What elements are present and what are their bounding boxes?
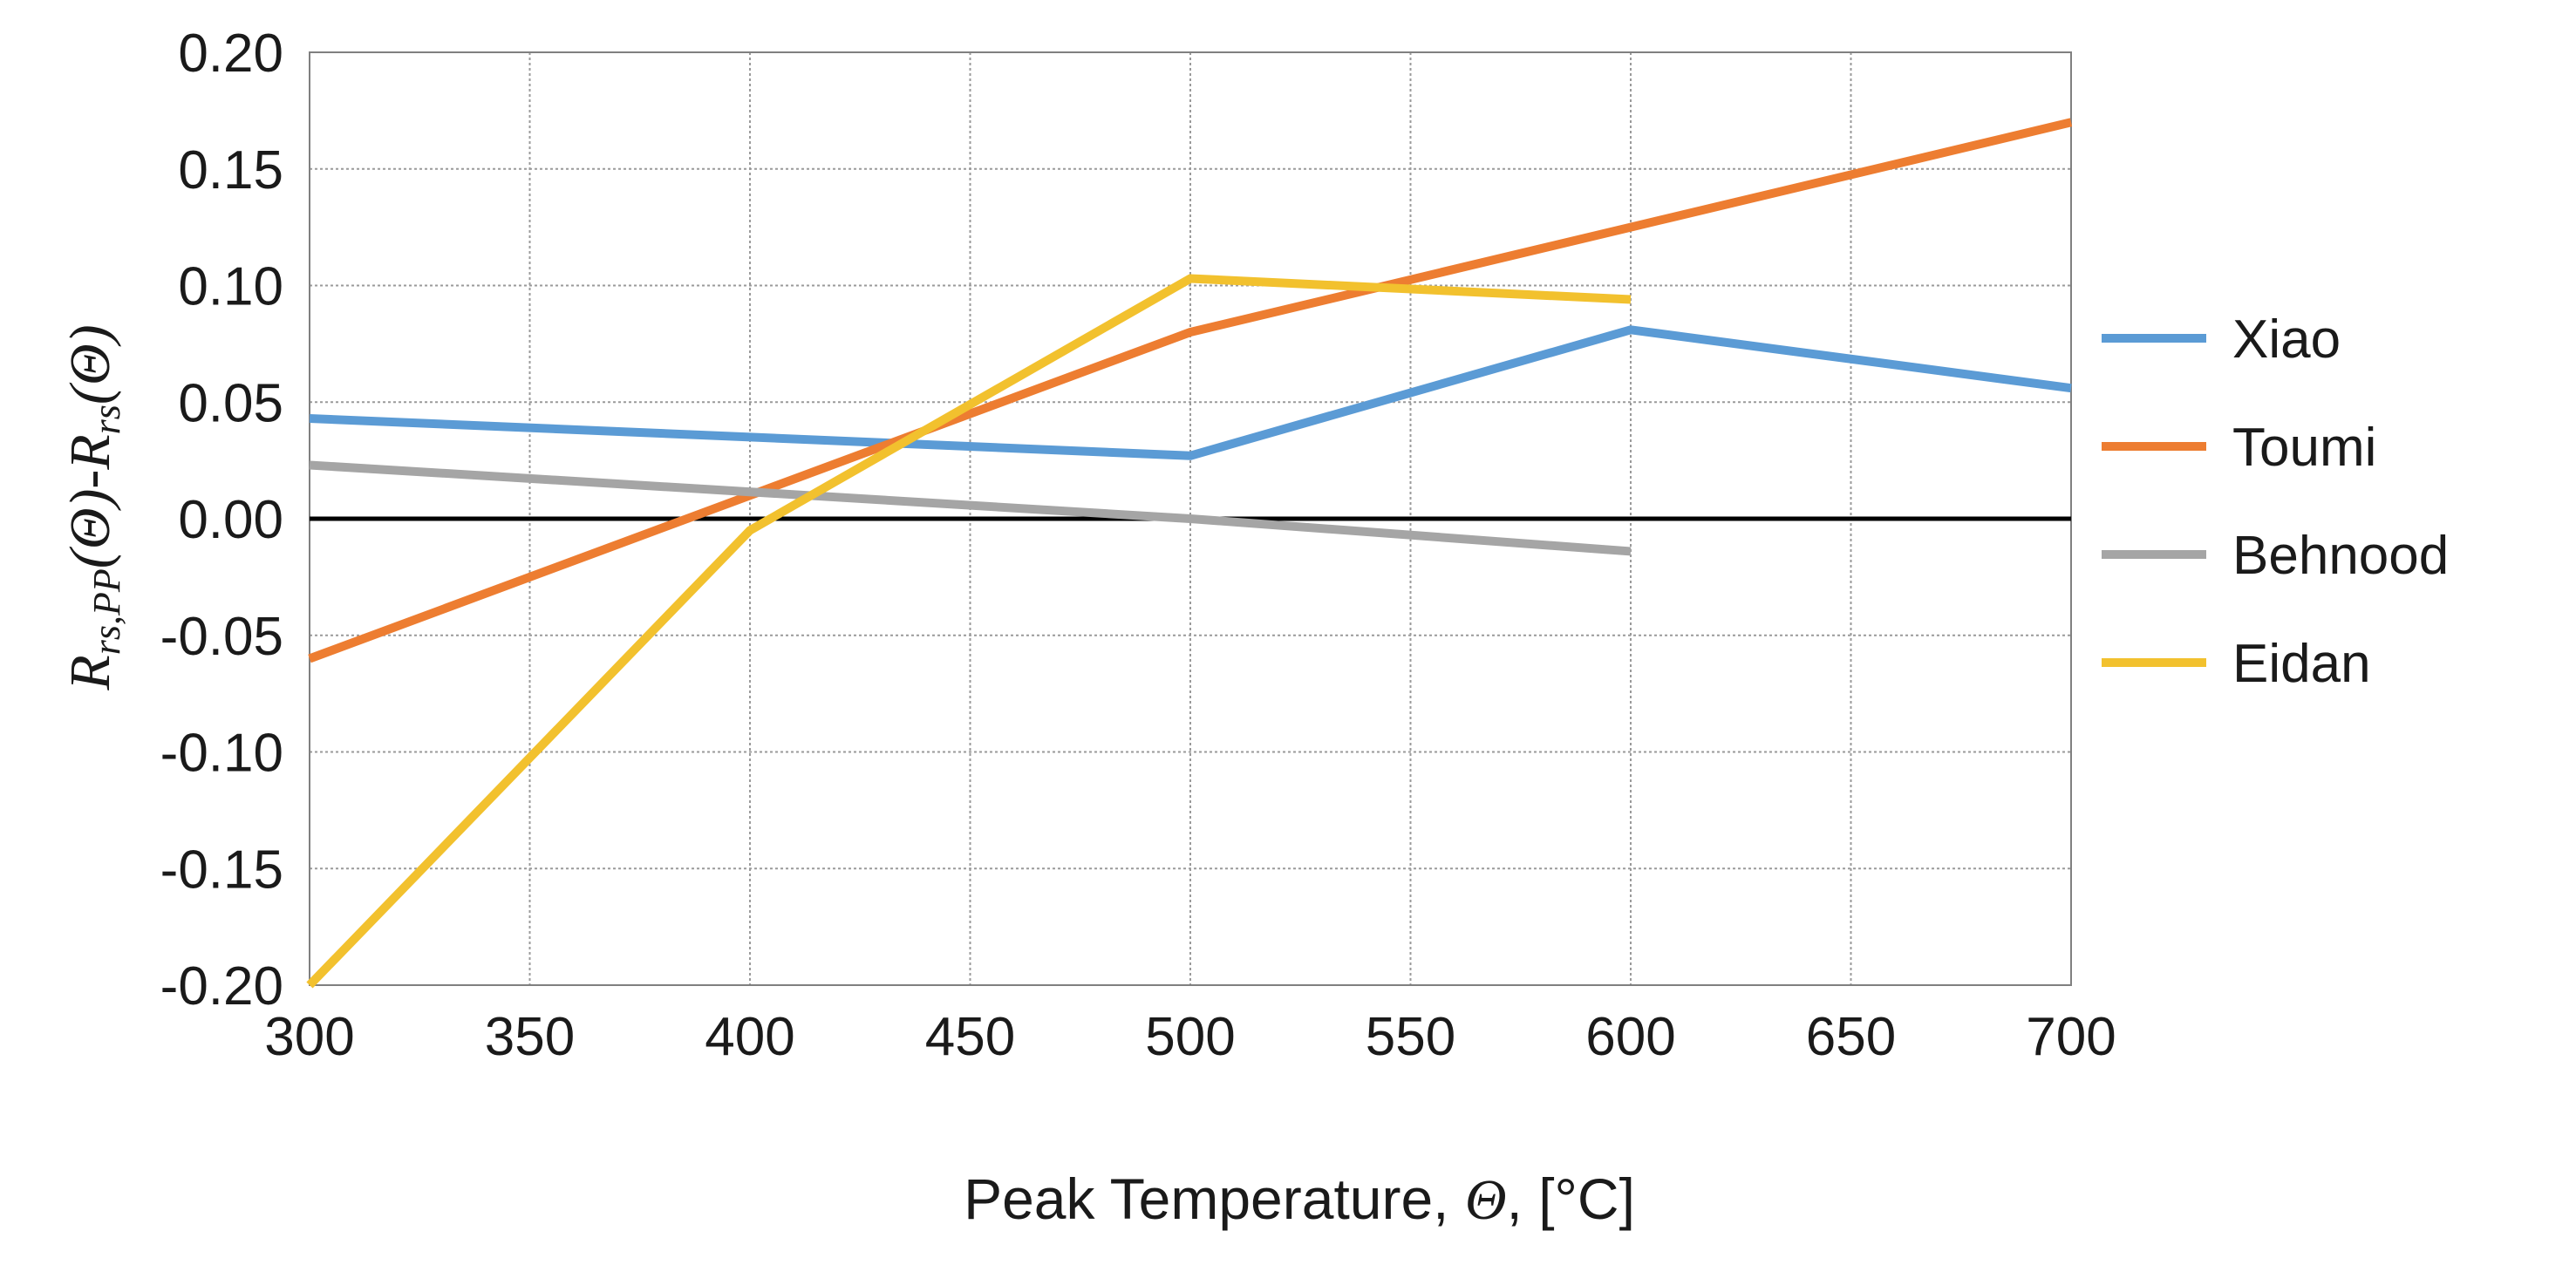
x-tick-label: 700 — [2026, 1007, 2116, 1067]
x-axis-ticks: 300 350 400 450 500 550 600 650 700 — [264, 1007, 2116, 1067]
x-tick-label: 350 — [485, 1007, 575, 1067]
x-tick-label: 300 — [264, 1007, 354, 1067]
y-tick-label: 0.15 — [178, 140, 283, 201]
y-tick-label: -0.05 — [160, 607, 283, 667]
y-tick-label: -0.20 — [160, 956, 283, 1017]
x-tick-label: 400 — [705, 1007, 794, 1067]
x-tick-label: 600 — [1585, 1007, 1675, 1067]
x-tick-label: 550 — [1366, 1007, 1455, 1067]
x-tick-label: 650 — [1806, 1007, 1896, 1067]
series-line-eidan — [306, 274, 1632, 989]
series-line-behnood — [309, 460, 1632, 556]
y-tick-label: -0.15 — [160, 840, 283, 900]
legend-label-toumi: Toumi — [2232, 418, 2376, 478]
x-tick-label: 450 — [925, 1007, 1015, 1067]
legend-label-behnood: Behnood — [2232, 526, 2449, 586]
y-tick-label: 0.10 — [178, 257, 283, 317]
y-tick-label: -0.10 — [160, 724, 283, 784]
x-axis-title: Peak Temperature, Θ, [°C] — [964, 1166, 1635, 1232]
y-axis-title: Rrs,PP(Θ)-Rrs(Θ) — [58, 324, 128, 690]
y-tick-label: 0.05 — [178, 373, 283, 433]
legend: Xiao Toumi Behnood Eidan — [2102, 309, 2449, 694]
y-tick-label: 0.20 — [178, 24, 283, 84]
x-tick-label: 500 — [1145, 1007, 1235, 1067]
data-series — [306, 118, 2073, 989]
series-line-xiao — [309, 325, 2072, 460]
legend-label-eidan: Eidan — [2232, 634, 2371, 694]
y-axis-ticks: 0.20 0.15 0.10 0.05 0.00 -0.05 -0.10 -0.15 -0.20 — [160, 24, 283, 1017]
legend-label-xiao: Xiao — [2232, 309, 2341, 370]
y-tick-label: 0.00 — [178, 490, 283, 550]
